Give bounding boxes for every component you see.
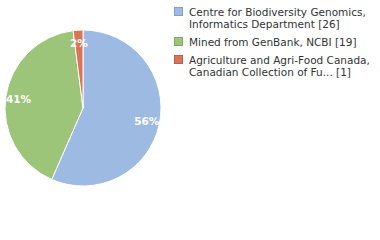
svg-text:56%: 56% — [134, 115, 160, 127]
html-text:Agriculture and Agri-Food Cana: Agriculture and Agri-Food Canada, Canadi… — [189, 54, 370, 78]
svg-text:41%: 41% — [6, 93, 32, 105]
svg-text:2%: 2% — [70, 37, 88, 49]
html-text:Mined from GenBank, NCBI [19]: Mined from GenBank, NCBI [19] — [189, 36, 357, 48]
html-text:Centre for Biodiversity Genomi: Centre for Biodiversity Genomics, Inform… — [189, 6, 366, 30]
